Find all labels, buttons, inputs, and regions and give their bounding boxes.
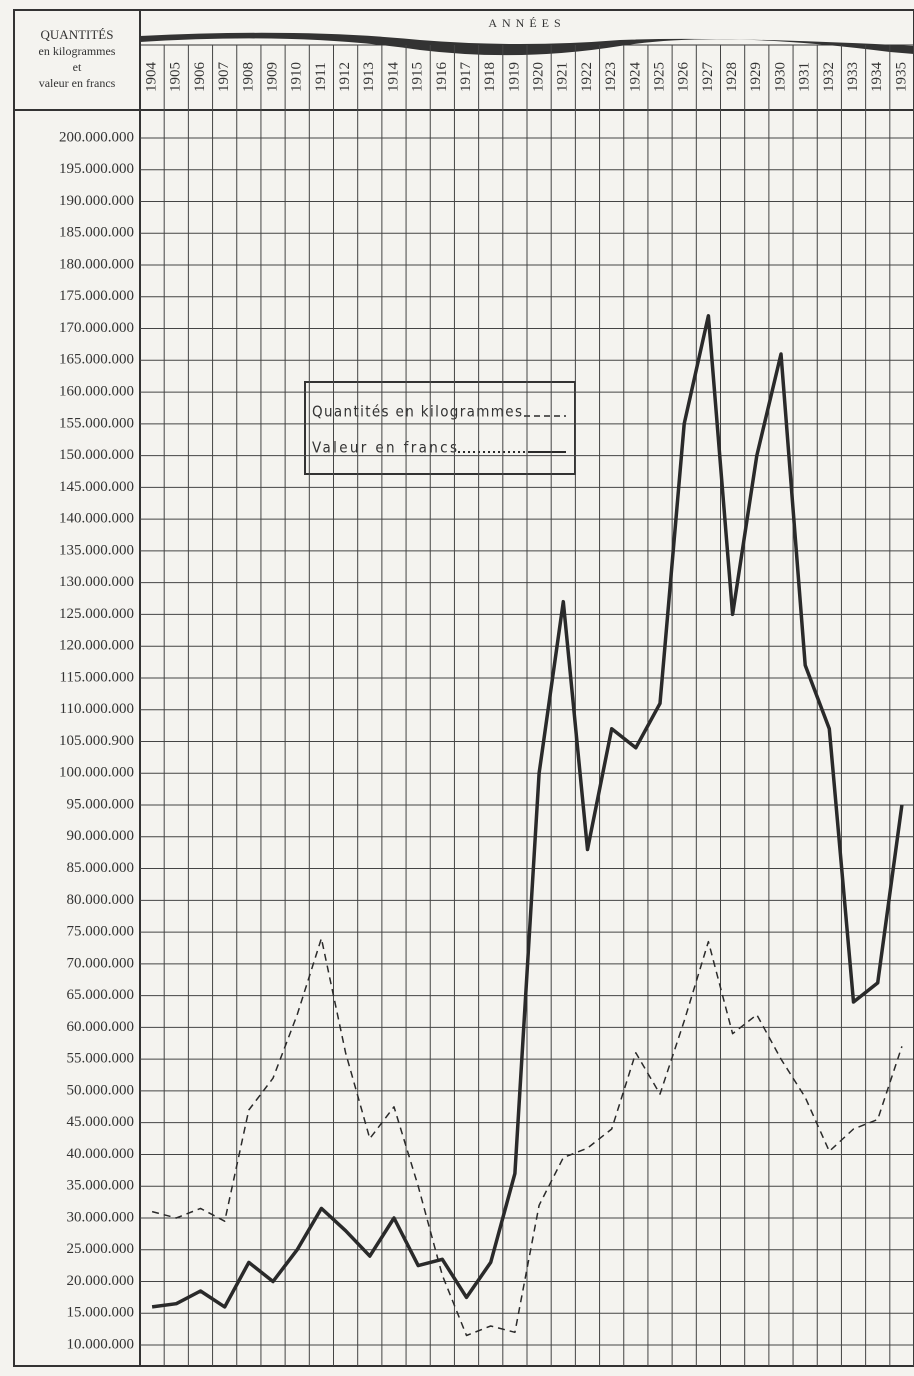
- x-tick-label: 1919: [506, 62, 522, 92]
- x-tick-label: 1925: [651, 62, 667, 92]
- y-tick-label: 45.000.000: [67, 1114, 135, 1130]
- y-tick-label: 85.000.000: [67, 860, 135, 876]
- y-tick-label: 190.000.000: [59, 193, 134, 209]
- legend-box: [304, 381, 576, 475]
- y-axis-label: valeur en francs: [39, 76, 116, 90]
- y-tick-label: 30.000.000: [67, 1209, 135, 1225]
- x-tick-label: 1923: [603, 62, 619, 92]
- x-tick-label: 1934: [869, 62, 885, 93]
- y-tick-label: 195.000.000: [59, 161, 134, 177]
- y-tick-label: 40.000.000: [67, 1146, 135, 1162]
- y-tick-label: 180.000.000: [59, 256, 134, 272]
- y-tick-label: 120.000.000: [59, 638, 134, 654]
- y-tick-label: 200.000.000: [59, 129, 134, 145]
- x-tick-label: 1915: [410, 62, 426, 92]
- x-tick-label: 1905: [168, 62, 184, 92]
- y-tick-label: 100.000.000: [59, 765, 134, 781]
- x-tick-label: 1920: [531, 62, 547, 92]
- x-tick-label: 1907: [216, 62, 232, 93]
- header-ornament: [140, 32, 914, 56]
- x-tick-label: 1930: [772, 62, 788, 92]
- x-tick-label: 1916: [434, 62, 450, 93]
- y-tick-label: 170.000.000: [59, 320, 134, 336]
- x-tick-label: 1922: [579, 62, 595, 92]
- legend-label: Quantités en kilogrammes: [312, 403, 522, 421]
- x-tick-label: 1918: [482, 62, 498, 92]
- x-tick-label: 1914: [385, 62, 401, 93]
- x-tick-label: 1931: [797, 62, 813, 92]
- x-tick-label: 1926: [676, 62, 692, 93]
- y-tick-label: 135.000.000: [59, 542, 134, 558]
- y-tick-label: 90.000.000: [67, 828, 135, 844]
- x-tick-label: 1917: [458, 62, 474, 93]
- x-tick-label: 1906: [192, 62, 208, 93]
- y-tick-label: 115.000.000: [60, 669, 134, 685]
- y-tick-label: 70.000.000: [67, 955, 135, 971]
- x-tick-label: 1913: [361, 62, 377, 92]
- data-line: [151, 314, 904, 1309]
- y-tick-label: 130.000.000: [59, 574, 134, 590]
- x-tick-label: 1933: [845, 62, 861, 92]
- y-tick-label: 60.000.000: [67, 1019, 135, 1035]
- x-axis-label: ANNÉES: [488, 16, 565, 30]
- y-axis-label: en kilogrammes: [39, 44, 116, 58]
- x-tick-label: 1929: [748, 62, 764, 92]
- x-tick-label: 1924: [627, 62, 643, 93]
- y-axis-label: et: [73, 60, 82, 74]
- y-tick-label: 95.000.000: [67, 796, 135, 812]
- y-tick-label: 185.000.000: [59, 225, 134, 241]
- y-tick-label: 15.000.000: [67, 1305, 135, 1321]
- x-tick-label: 1910: [289, 62, 305, 92]
- y-tick-label: 105.000.900: [59, 733, 134, 749]
- x-tick-label: 1935: [893, 62, 909, 92]
- y-tick-label: 75.000.000: [67, 924, 135, 940]
- y-tick-label: 55.000.000: [67, 1051, 135, 1067]
- y-tick-label: 160.000.000: [59, 384, 134, 400]
- y-tick-label: 25.000.000: [67, 1241, 135, 1257]
- x-tick-label: 1928: [724, 62, 740, 92]
- y-tick-label: 35.000.000: [67, 1178, 135, 1194]
- y-tick-label: 140.000.000: [59, 511, 134, 527]
- x-tick-label: 1912: [337, 62, 353, 92]
- y-tick-label: 125.000.000: [59, 606, 134, 622]
- y-tick-label: 10.000.000: [67, 1336, 135, 1352]
- x-tick-label: 1927: [700, 62, 716, 93]
- frame: [13, 9, 914, 1367]
- y-tick-label: 65.000.000: [67, 987, 135, 1003]
- x-tick-label: 1921: [555, 62, 571, 92]
- y-axis-label: QUANTITÉS: [41, 27, 114, 42]
- y-tick-label: 155.000.000: [59, 415, 134, 431]
- x-tick-label: 1932: [821, 62, 837, 92]
- y-tick-label: 175.000.000: [59, 288, 134, 304]
- data-line: [151, 937, 903, 1337]
- y-tick-label: 145.000.000: [59, 479, 134, 495]
- x-tick-label: 1904: [144, 62, 160, 93]
- y-tick-label: 150.000.000: [59, 447, 134, 463]
- y-tick-label: 110.000.000: [60, 701, 134, 717]
- y-tick-label: 80.000.000: [67, 892, 135, 908]
- x-tick-label: 1909: [264, 62, 280, 92]
- y-tick-label: 50.000.000: [67, 1082, 135, 1098]
- y-tick-label: 20.000.000: [67, 1273, 135, 1289]
- x-tick-label: 1911: [313, 62, 329, 91]
- y-tick-label: 165.000.000: [59, 352, 134, 368]
- x-tick-label: 1908: [240, 62, 256, 92]
